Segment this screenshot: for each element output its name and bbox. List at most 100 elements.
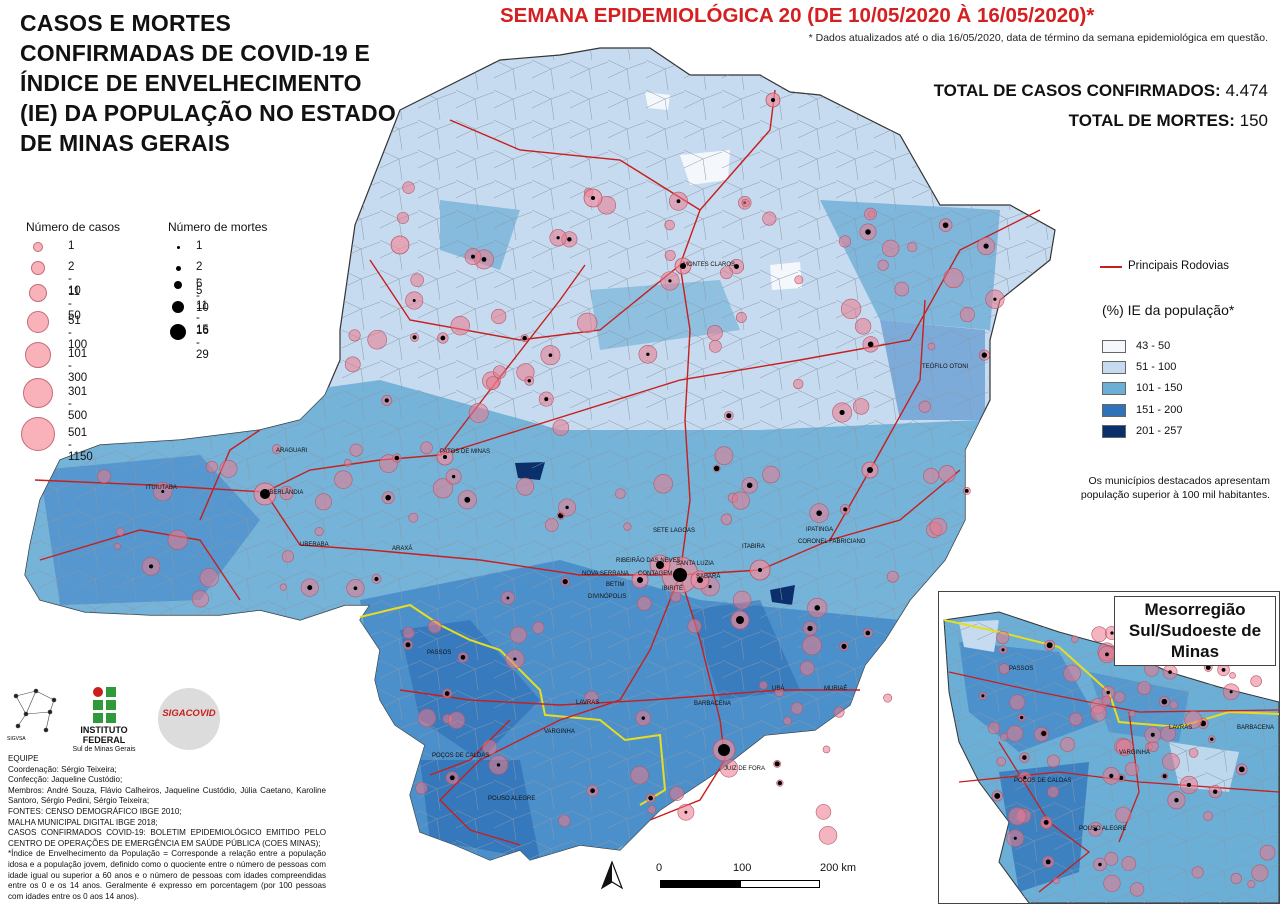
inset-death-dot: [1043, 819, 1049, 825]
case-circle: [907, 242, 918, 253]
case-circle: [343, 458, 352, 467]
inset-case-circle: [1191, 866, 1204, 879]
case-circle: [545, 518, 559, 532]
case-circle: [349, 443, 363, 457]
case-circle: [707, 324, 723, 341]
death-dot-large: [591, 196, 595, 200]
total-cases: TOTAL DE CASOS CONFIRMADOS: 4.474: [934, 81, 1268, 101]
inset-death-dot: [1229, 690, 1233, 694]
case-circle: [281, 550, 295, 563]
cases-legend-label: 51 - 100: [68, 315, 88, 351]
death-dot: [412, 299, 416, 303]
deaths-legend-label: 1: [196, 240, 203, 252]
inset-case-circle: [1115, 806, 1132, 823]
ie-legend-swatch: [1102, 404, 1126, 417]
death-dot: [646, 352, 650, 356]
death-dot-large: [771, 98, 775, 102]
inset-case-circle: [1162, 752, 1180, 771]
case-circle-large: [390, 235, 410, 255]
death-dot: [471, 254, 475, 259]
credits-line: Membros: André Souza, Flávio Calheiros, …: [8, 785, 326, 806]
inset-case-circle: [1203, 811, 1214, 821]
case-circle: [447, 711, 466, 729]
total-deaths-label: TOTAL DE MORTES:: [1068, 111, 1235, 130]
death-dot: [865, 229, 871, 235]
cases-legend-circle: [21, 417, 55, 451]
death-dot: [562, 578, 568, 585]
case-circle: [802, 635, 822, 656]
inset-death-dot: [1046, 642, 1053, 649]
inset-city-label: VARGINHA: [1119, 750, 1150, 756]
total-cases-label: TOTAL DE CASOS CONFIRMADOS:: [933, 81, 1221, 100]
inset-case-circle: [996, 630, 1010, 644]
case-circle: [882, 239, 900, 258]
inset-death-dot: [1093, 827, 1098, 832]
death-dot: [746, 482, 753, 489]
case-circle: [97, 469, 112, 484]
inset-case-circle: [1006, 725, 1024, 742]
case-circle: [731, 491, 750, 510]
inset-case-circle: [998, 663, 1010, 675]
cases-legend-label: 301 - 500: [68, 386, 88, 422]
death-dot: [964, 488, 969, 493]
inset-death-dot: [1162, 774, 1167, 779]
case-circle: [923, 467, 939, 484]
death-dot-large: [697, 577, 703, 583]
death-dot: [942, 222, 949, 228]
case-circle: [167, 529, 188, 550]
case-circle: [450, 315, 470, 336]
case-circle: [883, 693, 893, 703]
case-circle: [552, 419, 570, 436]
death-dot: [668, 279, 672, 283]
case-circle: [822, 745, 831, 754]
total-deaths-value: 150: [1239, 111, 1268, 130]
inset-city-label: PASSOS: [1009, 666, 1033, 672]
total-deaths: TOTAL DE MORTES: 150: [1069, 111, 1268, 131]
inset-city-label: BARBACENA: [1237, 725, 1274, 731]
death-dot: [841, 643, 847, 649]
case-circle: [205, 460, 218, 474]
cases-legend-label: 11 - 50: [68, 286, 81, 322]
case-circle: [818, 826, 838, 845]
deaths-legend-dot: [174, 281, 182, 289]
inset-death-dot: [1119, 775, 1124, 780]
death-dot-large: [758, 568, 762, 572]
death-dot-large: [443, 455, 447, 459]
death-dot: [867, 341, 874, 348]
case-circle: [943, 268, 964, 289]
total-cases-value: 4.474: [1225, 81, 1268, 100]
case-circle: [114, 542, 121, 550]
case-circle: [314, 527, 324, 537]
death-dot-large: [718, 744, 730, 756]
death-dot: [544, 397, 549, 402]
scale-tick-0: 0: [656, 862, 663, 874]
death-dot: [513, 657, 517, 661]
deaths-legend-label: 11 - 15: [196, 300, 209, 336]
inset-death-dot: [1023, 776, 1027, 780]
credits-line: CASOS CONFIRMADOS COVID-19: BOLETIM EPID…: [8, 828, 326, 848]
death-dot: [713, 465, 720, 472]
inset-title: Mesorregião Sul/Sudoeste de Minas: [1114, 596, 1276, 666]
inset-death-dot: [1001, 648, 1005, 652]
case-circle: [402, 181, 415, 194]
case-circle: [886, 570, 899, 583]
sigacovid-logo: SIGACOVID: [158, 688, 220, 750]
inset-case-circle: [996, 756, 1006, 767]
death-dot: [983, 243, 989, 249]
cases-legend-circle: [31, 261, 45, 275]
deaths-legend-dot: [175, 265, 181, 271]
case-circle: [793, 378, 804, 390]
case-circle: [852, 398, 870, 415]
death-dot: [548, 353, 553, 357]
inset-case-circle: [1121, 856, 1137, 871]
deaths-legend-dot: [176, 245, 180, 249]
case-circle: [402, 627, 415, 639]
death-dot: [648, 795, 653, 801]
inset-case-circle: [1129, 882, 1145, 897]
death-dot: [464, 496, 471, 503]
death-dot: [405, 642, 411, 648]
case-circle: [468, 403, 489, 423]
death-dot: [374, 576, 379, 582]
inset-death-dot: [1205, 665, 1211, 670]
death-dot: [676, 199, 681, 204]
